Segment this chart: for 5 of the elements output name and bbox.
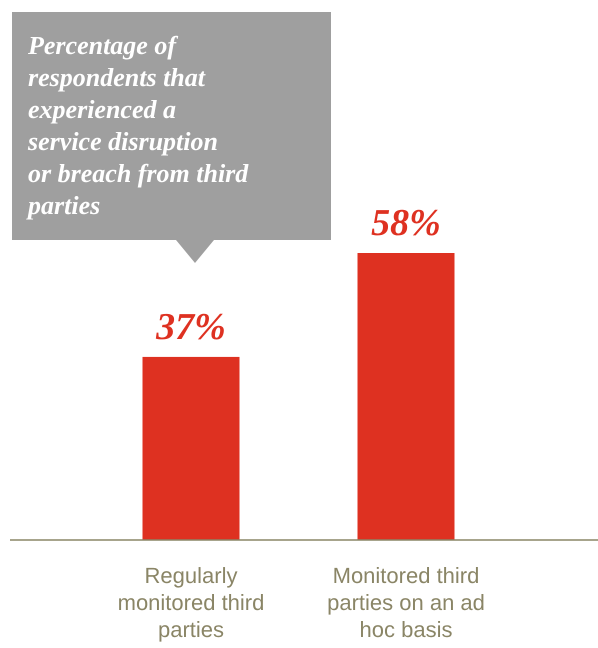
chart-title: Percentage of respondents that experienced a service disruption or breach from third parties <box>26 31 250 220</box>
data-label: 37% <box>155 306 226 348</box>
x-tick-label: Regularly monitored third parties <box>118 563 264 642</box>
x-tick-label: Monitored third parties on an ad hoc basis <box>327 563 485 642</box>
data-label: 58% <box>371 202 441 244</box>
